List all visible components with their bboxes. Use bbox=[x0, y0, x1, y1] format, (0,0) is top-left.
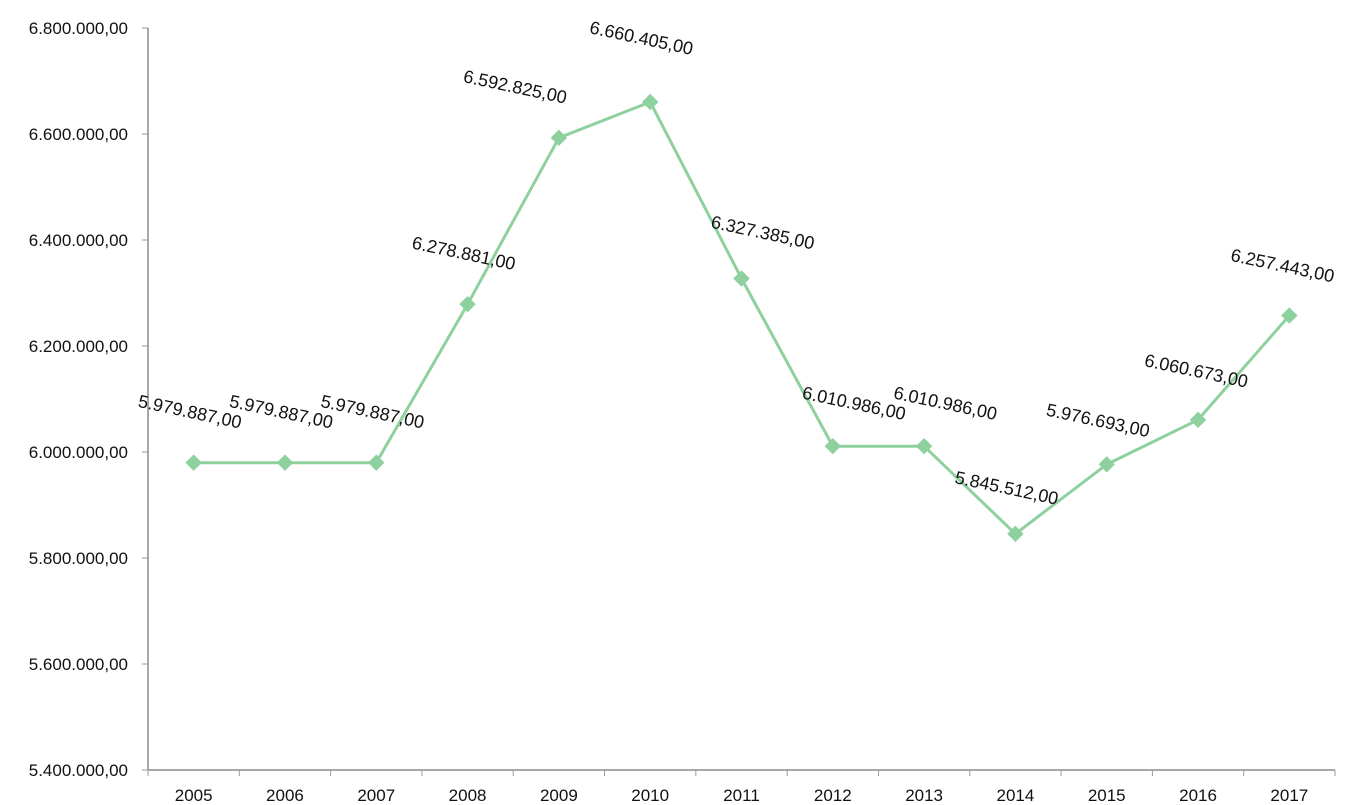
y-tick-label: 5.800.000,00 bbox=[29, 549, 128, 568]
x-tick-label: 2009 bbox=[540, 786, 578, 805]
y-tick-label: 5.400.000,00 bbox=[29, 761, 128, 780]
x-tick-label: 2013 bbox=[905, 786, 943, 805]
data-point-marker bbox=[1098, 456, 1115, 473]
x-tick-label: 2006 bbox=[266, 786, 304, 805]
data-label: 6.257.443,00 bbox=[1229, 245, 1336, 286]
data-point-marker bbox=[1281, 307, 1298, 324]
x-tick-label: 2017 bbox=[1270, 786, 1308, 805]
data-point-marker bbox=[1007, 525, 1024, 543]
x-tick-label: 2007 bbox=[357, 786, 395, 805]
data-point-marker bbox=[185, 454, 202, 471]
data-point-marker bbox=[1189, 411, 1207, 429]
data-point-marker bbox=[641, 93, 659, 111]
x-tick-label: 2012 bbox=[814, 786, 852, 805]
x-tick-label: 2008 bbox=[449, 786, 487, 805]
data-point-marker bbox=[824, 437, 842, 455]
data-labels: 5.979.887,005.979.887,005.979.887,006.27… bbox=[136, 17, 1336, 508]
x-tick-label: 2016 bbox=[1179, 786, 1217, 805]
data-label: 5.979.887,00 bbox=[228, 391, 335, 432]
series-layer bbox=[185, 93, 1298, 543]
data-point-marker bbox=[915, 437, 933, 455]
y-tick-label: 5.600.000,00 bbox=[29, 655, 128, 674]
x-tick-label: 2010 bbox=[631, 786, 669, 805]
data-label: 6.592.825,00 bbox=[462, 66, 569, 107]
data-point-marker bbox=[459, 295, 476, 313]
data-label: 6.660.405,00 bbox=[588, 17, 695, 58]
data-label: 6.278.881,00 bbox=[410, 233, 517, 274]
data-point-marker bbox=[368, 454, 385, 471]
y-tick-label: 6.400.000,00 bbox=[29, 231, 128, 250]
series-line bbox=[193, 100, 1291, 536]
y-tick-label: 6.200.000,00 bbox=[29, 337, 128, 356]
data-label: 6.060.673,00 bbox=[1143, 350, 1250, 391]
data-label: 5.845.512,00 bbox=[953, 467, 1060, 508]
x-tick-label: 2005 bbox=[175, 786, 213, 805]
x-tick-label: 2011 bbox=[723, 786, 760, 805]
axes: 5.400.000,00 5.600.000,00 5.800.000,00 6.00… bbox=[29, 19, 1336, 805]
data-label: 5.979.887,00 bbox=[136, 391, 243, 432]
y-tick-label: 6.600.000,00 bbox=[29, 125, 128, 144]
data-point-marker bbox=[550, 129, 568, 147]
x-tick-label: 2015 bbox=[1088, 786, 1126, 805]
data-label: 6.010.986,00 bbox=[892, 383, 999, 424]
x-tick-label: 2014 bbox=[997, 786, 1035, 805]
y-tick-label: 6.800.000,00 bbox=[29, 19, 128, 38]
data-label: 5.976.693,00 bbox=[1044, 400, 1151, 441]
data-point-marker bbox=[733, 270, 750, 287]
data-point-marker bbox=[276, 454, 294, 471]
data-label: 5.979.887,00 bbox=[319, 391, 426, 432]
y-tick-label: 6.000.000,00 bbox=[29, 443, 128, 462]
